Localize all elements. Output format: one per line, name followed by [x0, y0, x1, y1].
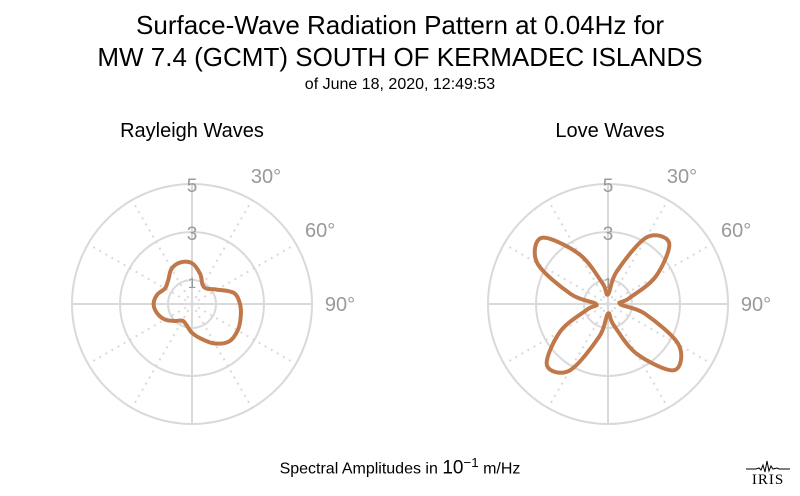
rayleigh-angle-tick-30: 30°	[251, 166, 281, 188]
rayleigh-grid-spoke-240	[87, 303, 193, 365]
love-grid-spoke-60	[607, 243, 713, 305]
rayleigh-pattern-point-90	[238, 302, 242, 306]
units-prefix: Spectral Amplitudes in	[279, 460, 443, 478]
love-pattern-point-345	[600, 281, 604, 285]
rayleigh-pattern-point-30	[201, 283, 205, 287]
love-grid-spoke-30	[607, 199, 669, 305]
love-angle-tick-90: 90°	[741, 294, 771, 316]
love-pattern-point-75	[627, 296, 631, 300]
love-grid-spoke-330	[547, 199, 609, 305]
rayleigh-pattern-point-270	[152, 302, 156, 306]
love-grid-spoke-120	[607, 303, 713, 365]
rayleigh-pattern-point-300	[163, 286, 167, 290]
rayleigh-grid-spoke-330	[131, 199, 193, 305]
love-radial-tick-3: 3	[603, 224, 614, 245]
amplitude-units-caption: Spectral Amplitudes in 10−1 m/Hz	[0, 455, 800, 479]
chart-subtitle-date: of June 18, 2020, 12:49:53	[304, 76, 496, 93]
love-pattern-point-300	[535, 261, 539, 265]
love-grid-spoke-210	[547, 303, 609, 409]
rayleigh-pattern-point-195	[184, 323, 188, 327]
love-pattern-point-165	[612, 323, 616, 327]
love-angle-tick-30: 30°	[667, 166, 697, 188]
rayleigh-pattern-point-75	[232, 291, 236, 295]
rayleigh-grid-spoke-30	[191, 199, 253, 305]
love-grid-spoke-240	[503, 303, 609, 365]
rayleigh-pattern-point-345	[179, 260, 183, 264]
rayleigh-grid-spoke-150	[191, 303, 253, 409]
love-waves-title: Love Waves	[555, 120, 665, 142]
rayleigh-grid-spoke-120	[191, 303, 297, 365]
love-pattern-point-135	[672, 368, 676, 372]
love-pattern-point-30	[644, 236, 648, 239]
rayleigh-pattern-point-240	[163, 318, 167, 322]
rayleigh-pattern-point-15	[198, 272, 202, 276]
love-pattern-point-210	[568, 369, 572, 372]
rayleigh-grid-spoke-60	[191, 243, 297, 305]
rayleigh-pattern-point-285	[155, 293, 159, 297]
rayleigh-pattern-point-150	[213, 342, 217, 345]
love-pattern-point-120	[677, 343, 681, 347]
love-pattern-point-150	[635, 352, 639, 356]
rayleigh-pattern-point-180	[190, 331, 194, 335]
love-pattern-point-270	[594, 302, 598, 306]
rayleigh-pattern-point-165	[199, 337, 203, 341]
chart-title-line-2: MW 7.4 (GCMT) SOUTH OF KERMADEC ISLANDS	[97, 42, 703, 72]
love-pattern-point-240	[558, 330, 562, 334]
love-pattern-point-105	[643, 312, 647, 316]
love-pattern-point-180	[606, 312, 610, 316]
love-grid-spoke-150	[607, 303, 669, 409]
love-pattern-point-315	[540, 236, 544, 240]
rayleigh-waves-title: Rayleigh Waves	[120, 120, 264, 142]
rayleigh-pattern-point-60	[215, 288, 219, 292]
love-radial-tick-5: 5	[603, 176, 614, 197]
love-angle-tick-60: 60°	[721, 220, 751, 242]
rayleigh-radial-tick-1: 1	[188, 275, 196, 292]
units-exponent: −1	[463, 455, 479, 470]
rayleigh-pattern-point-255	[155, 311, 159, 315]
love-pattern-point-255	[585, 308, 589, 312]
iris-logo-text: IRIS	[751, 472, 785, 488]
rayleigh-grid-spoke-300	[87, 243, 193, 305]
units-unit: m/Hz	[478, 460, 521, 478]
love-pattern-point-285	[569, 292, 573, 296]
rayleigh-pattern-point-210	[180, 319, 184, 323]
love-pattern-point-330	[577, 252, 581, 256]
rayleigh-angle-tick-90: 90°	[325, 294, 355, 316]
love-pattern-point-195	[597, 335, 601, 338]
rayleigh-grid-spoke-210	[131, 303, 193, 409]
rayleigh-pattern-point-120	[236, 328, 240, 332]
rayleigh-pattern-point-105	[239, 315, 243, 319]
love-pattern-point-45	[667, 241, 671, 245]
rayleigh-pattern-point-45	[205, 287, 209, 291]
love-radial-tick-1: 1	[604, 275, 612, 292]
rayleigh-pattern-point-135	[227, 339, 231, 343]
iris-logo: IRIS	[744, 459, 792, 489]
love-pattern-point-225	[545, 363, 549, 367]
rayleigh-radial-tick-5: 5	[187, 176, 198, 197]
rayleigh-pattern-point-330	[170, 267, 174, 271]
rayleigh-pattern-line	[151, 259, 243, 346]
rayleigh-radial-tick-3: 3	[187, 224, 198, 245]
love-pattern-point-60	[654, 274, 658, 278]
units-base: 10	[442, 457, 464, 479]
seismogram-icon	[746, 460, 790, 473]
rayleigh-pattern-point-225	[173, 319, 177, 323]
love-pattern-point-15	[615, 270, 619, 273]
love-pattern-point-0	[606, 292, 610, 296]
rayleigh-angle-tick-60: 60°	[305, 220, 335, 242]
rayleigh-pattern-point-0	[190, 261, 194, 265]
love-grid-spoke-300	[503, 243, 609, 305]
love-pattern-point-90	[618, 302, 622, 306]
rayleigh-pattern-point-315	[166, 278, 170, 282]
chart-title-line-1: Surface-Wave Radiation Pattern at 0.04Hz…	[136, 10, 664, 40]
